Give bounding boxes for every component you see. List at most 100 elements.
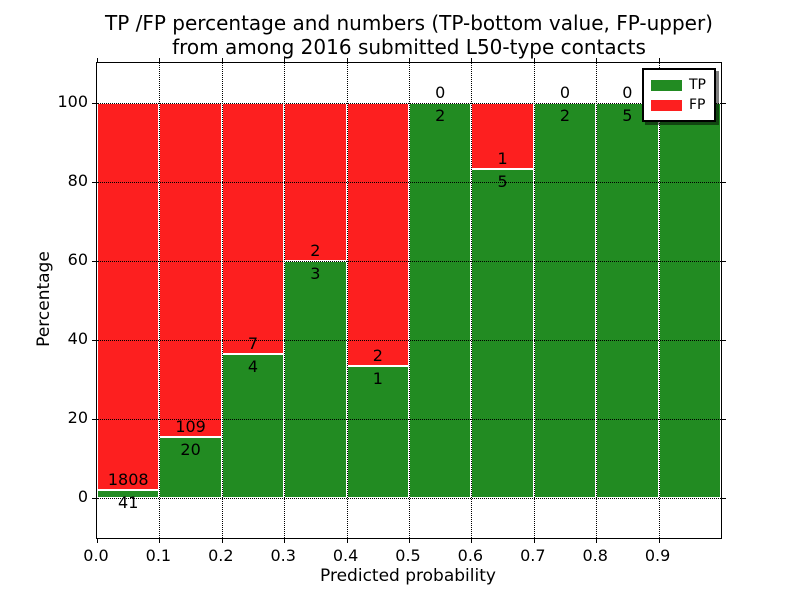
x-tick-label: 0.9 xyxy=(644,546,671,565)
fp-count-label: 1808 xyxy=(107,469,149,489)
bar-segment-tp xyxy=(97,489,160,499)
gridline-vertical xyxy=(596,63,598,538)
x-tick-mark-top xyxy=(97,58,98,63)
bar-segment-tp xyxy=(409,102,472,499)
tp-count-label: 5 xyxy=(497,171,508,191)
x-tick-mark-top xyxy=(284,58,286,63)
y-tick-label: 0 xyxy=(77,487,88,507)
bar-segment-tp xyxy=(284,260,347,499)
y-tick-mark-right xyxy=(721,340,726,342)
chart-title-line1: TP /FP percentage and numbers (TP-bottom… xyxy=(105,11,713,35)
gridline-vertical xyxy=(533,63,535,538)
gridline-vertical xyxy=(159,63,161,538)
plot-area: TP FP 180841109207423210215020504 xyxy=(92,58,726,543)
y-tick-mark-right xyxy=(721,498,726,500)
fp-count-label: 0 xyxy=(559,82,571,102)
tp-count-label: 2 xyxy=(435,105,446,125)
x-tick-label: 0.4 xyxy=(332,546,359,565)
x-tick-mark-top xyxy=(409,58,410,63)
bar-segment-fp xyxy=(159,102,222,438)
y-tick-mark xyxy=(92,260,97,262)
x-tick-label: 0.1 xyxy=(145,546,172,565)
y-tick-mark xyxy=(92,340,97,342)
bar-segment-tp xyxy=(596,102,659,499)
x-tick-mark xyxy=(221,538,223,543)
legend-entry-fp: FP xyxy=(651,95,706,115)
chart-title-line2: from among 2016 submitted L50-type conta… xyxy=(172,35,646,59)
fp-count-label: 0 xyxy=(622,82,633,102)
x-tick-mark xyxy=(159,538,161,543)
tp-count-label: 4 xyxy=(247,357,259,377)
x-tick-mark xyxy=(596,538,598,543)
gridline-vertical xyxy=(658,63,660,538)
legend-label-fp: FP xyxy=(689,97,706,113)
x-tick-label: 0.8 xyxy=(582,546,608,565)
legend-entry-tp: TP xyxy=(651,75,706,95)
x-tick-mark-top xyxy=(471,58,473,63)
gridline-vertical xyxy=(284,63,286,538)
x-tick-mark xyxy=(533,538,535,543)
x-tick-mark-top xyxy=(658,58,660,63)
gridline-vertical xyxy=(471,63,473,538)
y-tick-mark xyxy=(92,102,97,104)
x-tick-mark-top xyxy=(221,58,223,63)
x-axis-label: Predicted probability xyxy=(320,566,496,586)
gridline-vertical xyxy=(346,63,348,538)
bar-segment-fp xyxy=(346,102,409,367)
tp-count-label: 1 xyxy=(372,369,383,389)
y-tick-mark-right xyxy=(721,102,726,104)
bar-segment-tp xyxy=(346,366,409,499)
x-tick-mark xyxy=(658,538,660,543)
x-tick-mark xyxy=(97,538,98,543)
x-tick-label: 0.7 xyxy=(520,546,546,565)
legend: TP FP xyxy=(642,68,716,122)
bar-segment-tp xyxy=(471,168,534,499)
x-tick-mark-top xyxy=(159,58,161,63)
y-tick-label: 80 xyxy=(67,170,88,190)
fp-count-label: 0 xyxy=(435,82,446,102)
bar-segment-tp xyxy=(533,102,597,499)
gridline-vertical xyxy=(409,63,410,538)
x-tick-mark xyxy=(346,538,348,543)
y-tick-label: 60 xyxy=(67,249,88,269)
fp-count-label: 109 xyxy=(175,417,206,437)
tp-count-label: 2 xyxy=(559,105,571,125)
fp-count-label: 7 xyxy=(247,334,259,354)
gridline-vertical xyxy=(221,63,223,538)
x-tick-label: 0.2 xyxy=(208,546,234,565)
tp-count-label: 41 xyxy=(118,492,139,512)
fp-count-label: 2 xyxy=(372,346,383,366)
y-tick-mark-right xyxy=(721,260,726,262)
x-tick-mark-top xyxy=(346,58,348,63)
fp-count-label: 2 xyxy=(310,240,321,260)
y-tick-mark-right xyxy=(721,419,726,421)
x-tick-label: 0.0 xyxy=(83,546,109,565)
bar-segment-fp xyxy=(221,102,285,355)
x-tick-label: 0.6 xyxy=(457,546,484,565)
tp-count-label: 5 xyxy=(622,105,633,125)
y-tick-mark xyxy=(92,181,97,183)
bar-segment-fp xyxy=(97,102,160,490)
y-tick-mark xyxy=(92,498,97,500)
y-axis-label: Percentage xyxy=(34,251,54,347)
x-tick-label: 0.3 xyxy=(270,546,296,565)
y-tick-label: 100 xyxy=(57,91,88,111)
tp-count-label: 3 xyxy=(310,263,321,283)
chart-title: TP /FP percentage and numbers (TP-bottom… xyxy=(59,11,759,59)
y-tick-label: 20 xyxy=(67,408,88,428)
fp-swatch xyxy=(651,99,682,111)
y-tick-label: 40 xyxy=(67,329,88,349)
fp-count-label: 1 xyxy=(497,148,508,168)
y-tick-mark xyxy=(92,419,97,421)
x-tick-mark xyxy=(409,538,410,543)
tp-count-label: 20 xyxy=(180,440,201,460)
y-tick-mark-right xyxy=(721,181,726,183)
x-tick-mark xyxy=(284,538,286,543)
legend-label-tp: TP xyxy=(689,77,706,93)
x-tick-mark-top xyxy=(533,58,535,63)
bar-segment-tp xyxy=(159,437,222,499)
bar-segment-tp xyxy=(658,102,721,499)
tp-swatch xyxy=(651,79,682,91)
x-tick-label: 0.5 xyxy=(395,546,421,565)
